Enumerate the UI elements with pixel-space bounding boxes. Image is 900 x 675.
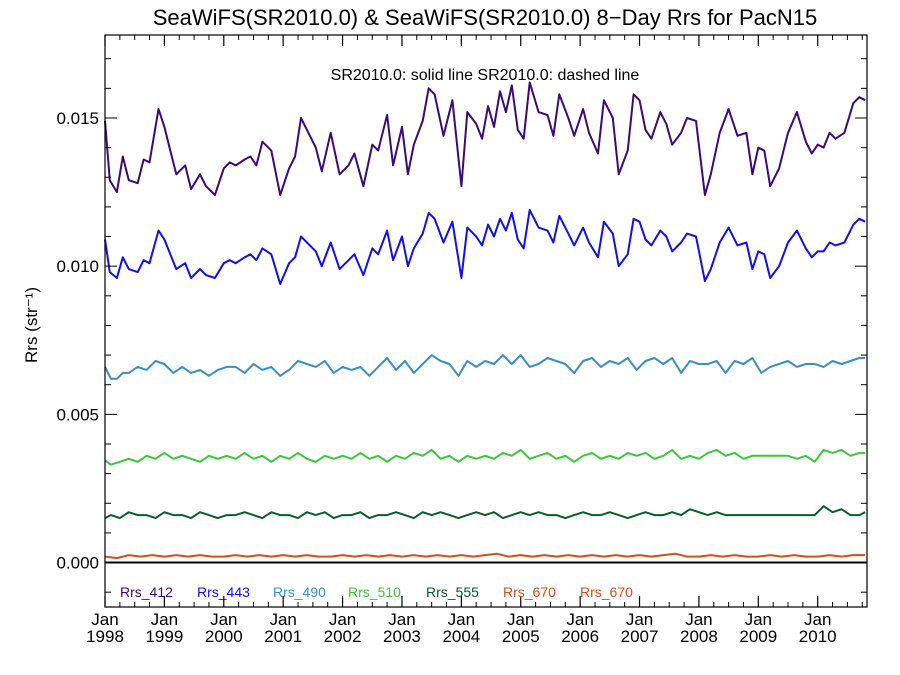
x-tick-label-year: 2003 <box>383 627 421 646</box>
legend-entry-rrs-412: Rrs_412 <box>120 584 173 600</box>
legend-entry-rrs-555: Rrs_555 <box>426 584 479 600</box>
x-tick-label-month: Jan <box>448 610 475 629</box>
chart-title: SeaWiFS(SR2010.0) & SeaWiFS(SR2010.0) 8−… <box>153 5 818 30</box>
x-tick-label-month: Jan <box>151 610 178 629</box>
x-tick-label-month: Jan <box>269 610 296 629</box>
x-tick-label-month: Jan <box>388 610 415 629</box>
y-tick-label: 0.010 <box>56 257 99 276</box>
x-tick-label-year: 2008 <box>680 627 718 646</box>
series-line-rrs-510 <box>104 448 866 466</box>
x-tick-label-year: 2000 <box>205 627 243 646</box>
y-axis-label: Rrs (str⁻¹) <box>22 287 41 363</box>
legend-entry-rrs-670: Rrs_670 <box>580 584 633 600</box>
x-tick-label-year: 2004 <box>442 627 480 646</box>
x-tick-label-year: 2009 <box>739 627 777 646</box>
x-tick-label-year: 2001 <box>264 627 302 646</box>
series-line-rrs-412 <box>104 81 866 196</box>
x-tick-label-year: 2007 <box>621 627 659 646</box>
x-tick-label-month: Jan <box>745 610 772 629</box>
plot-frame <box>104 34 868 608</box>
line-style-annotation: SR2010.0: solid line SR2010.0: dashed li… <box>331 67 640 84</box>
legend-entry-rrs-443: Rrs_443 <box>197 584 250 600</box>
x-tick-label-month: Jan <box>507 610 534 629</box>
axes-layer: Jan1998Jan1999Jan2000Jan2001Jan2002Jan20… <box>56 34 868 646</box>
x-tick-label-year: 2010 <box>799 627 837 646</box>
x-tick-label-month: Jan <box>91 610 118 629</box>
x-tick-label-month: Jan <box>626 610 653 629</box>
x-tick-label-year: 2006 <box>561 627 599 646</box>
x-tick-label-month: Jan <box>566 610 593 629</box>
y-tick-label: 0.005 <box>56 405 99 424</box>
x-tick-label-month: Jan <box>329 610 356 629</box>
x-tick-label-month: Jan <box>210 610 237 629</box>
y-tick-label: 0.015 <box>56 109 99 128</box>
legend-entry-rrs-510: Rrs_510 <box>348 584 401 600</box>
legend-entry-rrs-490: Rrs_490 <box>273 584 326 600</box>
y-tick-label: 0.000 <box>56 554 99 573</box>
x-tick-label-year: 2005 <box>502 627 540 646</box>
legend: Rrs_412 Rrs_443 Rrs_490 Rrs_510 Rrs_555 Rrs_6… <box>120 584 633 600</box>
series-line-rrs-670 <box>104 552 866 560</box>
x-tick-label-month: Jan <box>804 610 831 629</box>
x-tick-label-year: 1999 <box>145 627 183 646</box>
series-line-rrs-490 <box>104 354 866 380</box>
series-line-rrs-555 <box>104 505 866 520</box>
x-tick-label-year: 2002 <box>324 627 362 646</box>
series-line-rrs-443 <box>104 208 866 285</box>
x-tick-label-year: 1998 <box>86 627 124 646</box>
series-layer <box>104 81 867 564</box>
legend-entry-rrs-670: Rrs_670 <box>503 584 556 600</box>
x-tick-label-month: Jan <box>685 610 712 629</box>
